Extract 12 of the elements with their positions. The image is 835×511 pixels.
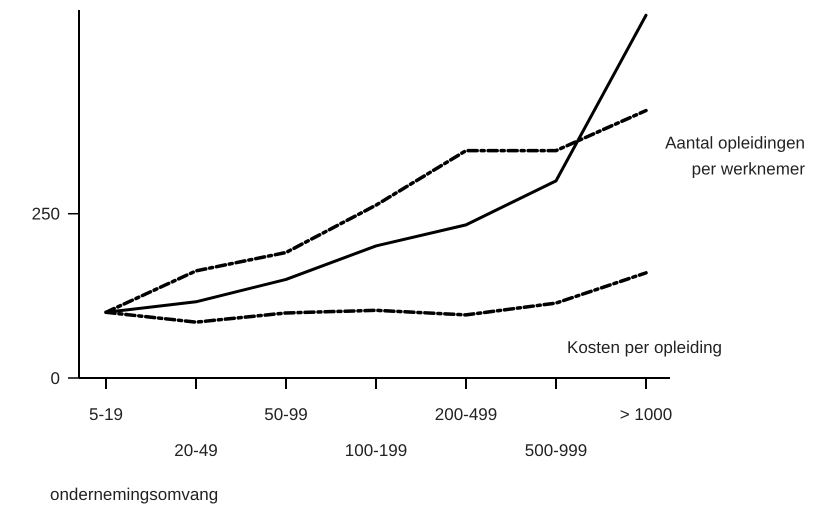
x-tick-label: 20-49 [174, 441, 218, 460]
x-tick-label: > 1000 [620, 405, 672, 424]
x-tick-label: 50-99 [264, 405, 308, 424]
y-tick-label: 0 [50, 368, 60, 388]
y-tick-label: 250 [32, 204, 60, 224]
x-tick-label: 5-19 [88, 405, 124, 424]
x-tick-label: 100-199 [344, 441, 408, 460]
text: Kosten per opleiding [567, 338, 722, 357]
x-tick-label: 200-499 [434, 405, 498, 424]
x-axis-title: ondernemingsomvang [50, 485, 218, 504]
series-label: Aantal opleidingen per werknemer [665, 134, 806, 179]
x-tick-label: 500-999 [524, 441, 588, 460]
